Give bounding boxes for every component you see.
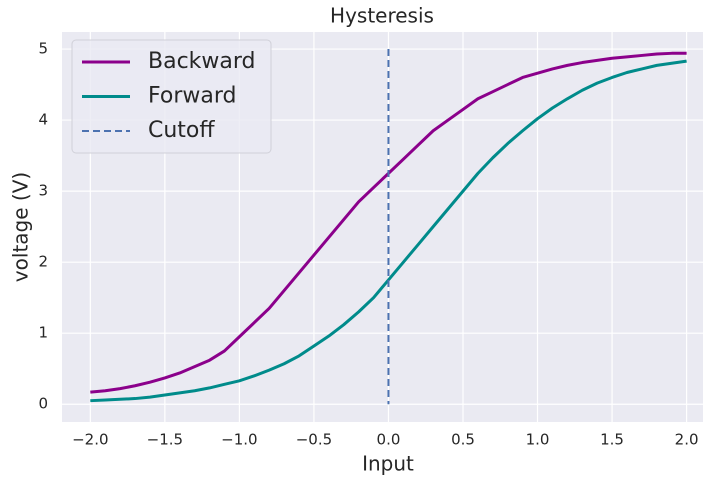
x-axis-label: Input [362, 452, 414, 476]
line-series [90, 59, 687, 403]
legend-box [71, 39, 272, 154]
x-tick-label: 1.0 [526, 431, 550, 449]
y-tick-label: 2 [38, 253, 48, 271]
legend-label: Cutoff [148, 118, 215, 143]
y-axis-label: voltage (V) [9, 172, 33, 282]
x-tick-label: 0.0 [377, 431, 401, 449]
legend-label: Backward [148, 49, 256, 74]
x-tick-label: −1.5 [147, 431, 183, 449]
y-tick-label: 1 [38, 324, 48, 342]
chart-title: Hysteresis [330, 4, 434, 28]
x-tick-label: −1.0 [221, 431, 257, 449]
x-tick-label: 2.0 [675, 431, 699, 449]
x-tick-label: −2.0 [72, 431, 108, 449]
legend: Backward Forward Cutoff [71, 39, 272, 154]
x-tick-label: 0.5 [451, 431, 475, 449]
y-tick-label: 4 [38, 111, 48, 129]
legend-label: Forward [148, 84, 236, 109]
x-tick-label: −0.5 [296, 431, 332, 449]
y-tick-label: 0 [38, 395, 48, 413]
y-tick-label: 3 [38, 182, 48, 200]
x-tick-label: 1.5 [600, 431, 624, 449]
y-tick-label: 5 [38, 40, 48, 58]
